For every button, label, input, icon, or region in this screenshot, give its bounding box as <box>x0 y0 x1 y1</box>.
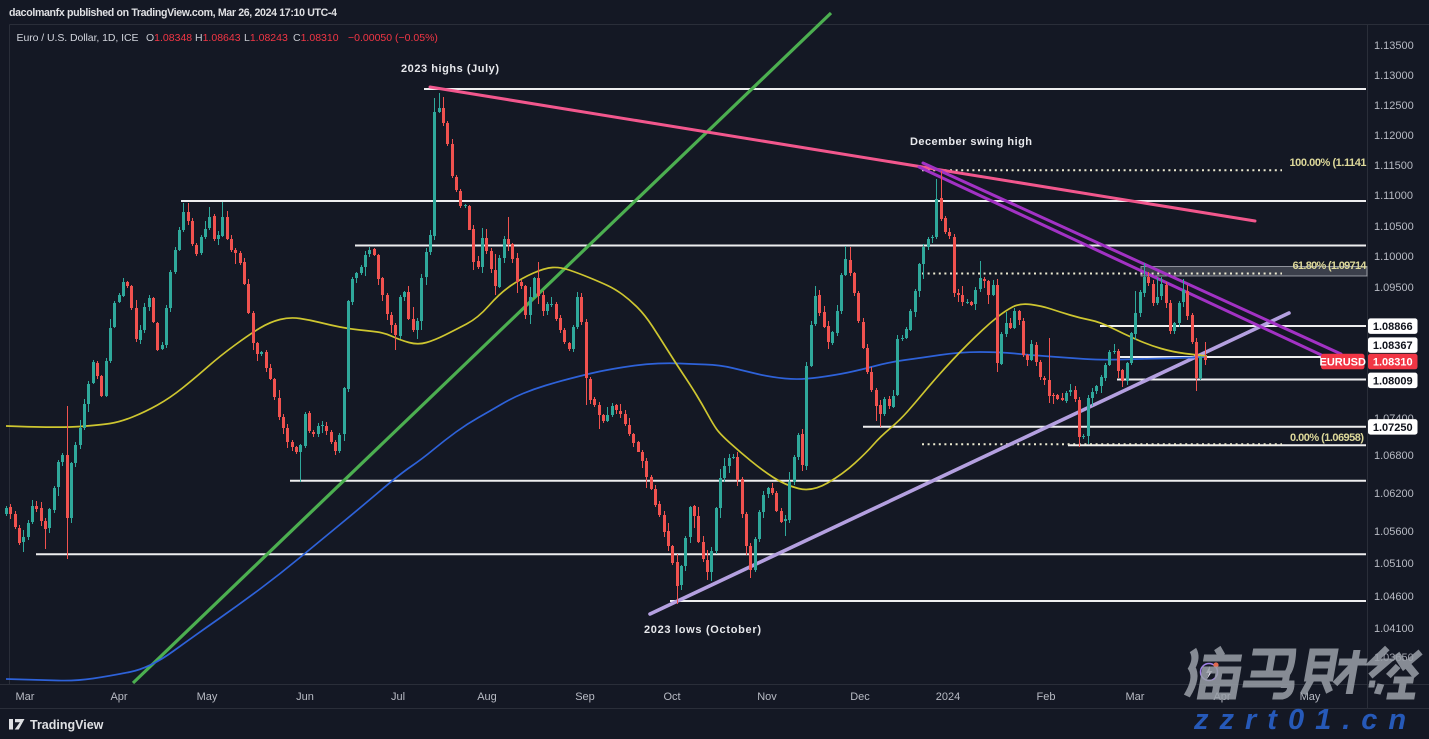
svg-text:Euro / U.S. Dollar, 1D, ICE: Euro / U.S. Dollar, 1D, ICE <box>17 32 139 44</box>
svg-text:December swing high: December swing high <box>910 136 1032 148</box>
svg-text:L1.08243: L1.08243 <box>244 32 288 44</box>
svg-text:Jun: Jun <box>296 691 314 703</box>
svg-text:1.13500: 1.13500 <box>1374 40 1414 52</box>
svg-text:0.00% (1.06958): 0.00% (1.06958) <box>1290 432 1364 444</box>
svg-text:H1.08643: H1.08643 <box>195 32 241 44</box>
svg-text:Sep: Sep <box>575 691 595 703</box>
svg-text:1.04600: 1.04600 <box>1374 591 1414 603</box>
svg-text:1.12500: 1.12500 <box>1374 100 1414 112</box>
svg-text:EURUSD: EURUSD <box>1320 357 1367 369</box>
svg-text:1.05600: 1.05600 <box>1374 526 1414 538</box>
svg-text:1.10500: 1.10500 <box>1374 221 1414 233</box>
svg-text:Feb: Feb <box>1037 691 1056 703</box>
svg-text:61.80% (1.09714: 61.80% (1.09714 <box>1293 260 1368 272</box>
svg-text:1.11500: 1.11500 <box>1374 160 1413 172</box>
svg-text:2024: 2024 <box>936 691 960 703</box>
svg-text:1.11000: 1.11000 <box>1374 190 1413 202</box>
svg-text:Mar: Mar <box>16 691 35 703</box>
svg-text:1.08009: 1.08009 <box>1373 375 1413 387</box>
svg-text:1.09500: 1.09500 <box>1374 282 1414 294</box>
svg-text:Mar: Mar <box>1126 691 1145 703</box>
svg-text:dacolmanfx published on Tradin: dacolmanfx published on TradingView.com,… <box>9 7 337 19</box>
svg-text:1.07250: 1.07250 <box>1373 422 1413 434</box>
svg-text:2023 highs (July): 2023 highs (July) <box>401 63 499 75</box>
svg-text:Oct: Oct <box>663 691 680 703</box>
svg-text:Jul: Jul <box>391 691 405 703</box>
svg-text:1.12000: 1.12000 <box>1374 130 1414 142</box>
svg-text:1.10000: 1.10000 <box>1374 251 1414 263</box>
svg-text:1.08866: 1.08866 <box>1373 321 1413 333</box>
svg-text:Apr: Apr <box>110 691 127 703</box>
svg-text:−0.00050 (−0.05%): −0.00050 (−0.05%) <box>348 32 438 44</box>
svg-text:Dec: Dec <box>850 691 870 703</box>
svg-text:1.06800: 1.06800 <box>1374 450 1414 462</box>
svg-text:2023 lows (October): 2023 lows (October) <box>644 624 761 636</box>
svg-text:1.08367: 1.08367 <box>1373 340 1413 352</box>
svg-text:1.04100: 1.04100 <box>1374 623 1414 635</box>
svg-text:Nov: Nov <box>757 691 777 703</box>
svg-text:May: May <box>197 691 218 703</box>
svg-text:C1.08310: C1.08310 <box>293 32 339 44</box>
svg-text:100.00% (1.1141: 100.00% (1.1141 <box>1290 157 1367 169</box>
svg-text:TradingView: TradingView <box>30 718 104 732</box>
svg-text:O1.08348: O1.08348 <box>146 32 192 44</box>
svg-text:1.13000: 1.13000 <box>1374 70 1414 82</box>
svg-text:1.08310: 1.08310 <box>1373 357 1413 369</box>
svg-text:1.05100: 1.05100 <box>1374 558 1414 570</box>
svg-text:1.06200: 1.06200 <box>1374 488 1414 500</box>
svg-text:Aug: Aug <box>477 691 497 703</box>
